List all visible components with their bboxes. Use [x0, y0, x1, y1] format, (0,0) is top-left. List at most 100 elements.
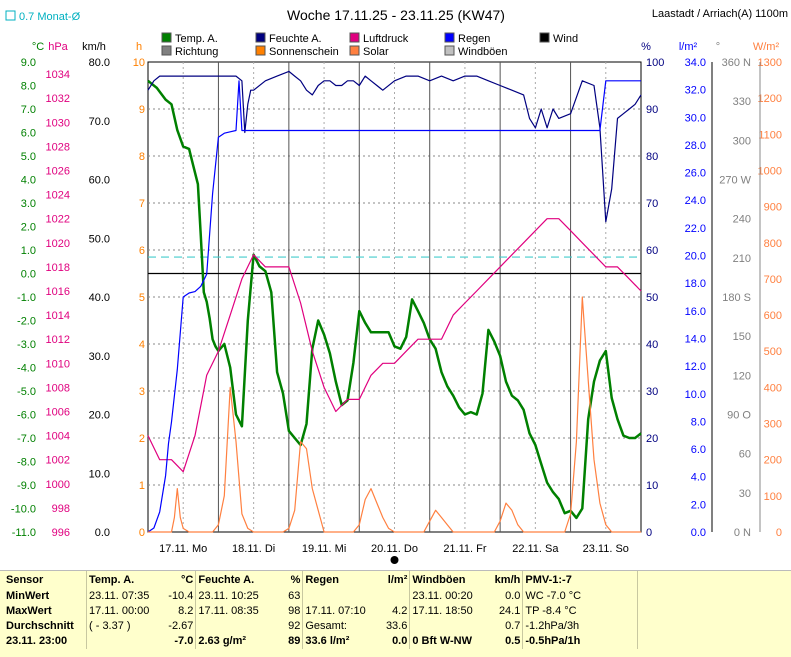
tick-humidity-0: 100 [646, 57, 664, 69]
summary-w-time: 17.11. 18:50 [409, 604, 485, 619]
tick-rain-17: 0.0 [691, 527, 706, 539]
tick-pressure-2: 1030 [46, 117, 70, 129]
tick-sun-1: 9 [139, 104, 145, 116]
tick-direction-5: 210 [733, 253, 751, 265]
summary-blank [637, 604, 743, 619]
summary-label: 23.11. 23:00 [6, 635, 68, 647]
tick-rain-7: 20.0 [685, 251, 706, 263]
summary-row: MaxWert 17.11. 00:00 8.2 17.11. 08:35 98 17.1… [0, 604, 743, 619]
summary-r-time [302, 589, 380, 604]
tick-pressure-18: 998 [52, 503, 70, 515]
tick-solar-4: 900 [764, 202, 782, 214]
tick-direction-10: 60 [739, 449, 751, 461]
summary-pmv: -1.2hPa/3h [522, 619, 638, 634]
tick-humidity-7: 30 [646, 386, 658, 398]
tick-pressure-6: 1022 [46, 214, 70, 226]
summary-h-val: 89 [288, 635, 301, 647]
tick-humidity-9: 10 [646, 480, 658, 492]
tick-direction-6: 180 S [722, 292, 751, 304]
tick-rain-6: 22.0 [685, 223, 706, 235]
tick-pressure-10: 1014 [46, 310, 70, 322]
unit-direction: ° [716, 41, 720, 53]
legend-swatch-4 [539, 32, 550, 43]
tick-rain-3: 28.0 [685, 140, 706, 152]
tick-solar-2: 1100 [758, 129, 782, 141]
tick-pressure-1: 1032 [46, 93, 70, 105]
summary-h-time: 17.11. 08:35 [195, 604, 273, 619]
summary-t-time: 17.11. 00:00 [86, 604, 152, 619]
legend-label-5: Richtung [175, 46, 218, 58]
legend-label-0: Temp. A. [175, 33, 218, 45]
tick-solar-5: 800 [764, 238, 782, 250]
summary-r-val [379, 589, 410, 604]
hdr-temp-unit: °C [181, 574, 194, 586]
tick-wind-3: 50.0 [89, 233, 110, 245]
tick-pressure-5: 1024 [46, 190, 70, 202]
tick-temp-13: -4.0 [17, 363, 36, 375]
series-line-4 [148, 296, 641, 533]
series-line-0 [147, 79, 642, 520]
series-line-1 [147, 70, 642, 223]
summary-w-val: 24.1 [498, 605, 521, 617]
hdr-rain-unit: l/m² [387, 574, 408, 586]
tick-solar-3: 1000 [758, 165, 782, 177]
summary-table: Sensor Temp. A. °C Feuchte A. % Regen l/… [0, 571, 743, 649]
tick-rain-4: 26.0 [685, 168, 706, 180]
moon-icon [390, 556, 399, 564]
tick-direction-1: 330 [733, 96, 751, 108]
tick-temp-18: -9.0 [17, 480, 36, 492]
axes: 9.0 8.0 7.0 6.0 5.0 4.0 3.0 2.0 1.0 0.0 -1.0 -2.0 -3… [11, 57, 782, 539]
avg-checkbox[interactable] [5, 10, 16, 21]
chart-title: Woche 17.11.25 - 23.11.25 (KW47) [287, 7, 505, 23]
tick-temp-1: 8.0 [21, 81, 36, 93]
tick-pressure-0: 1034 [46, 69, 70, 81]
summary-t-time: 23.11. 07:35 [86, 589, 152, 604]
tick-sun-9: 1 [139, 480, 145, 492]
tick-pressure-19: 996 [52, 527, 70, 539]
hdr-gust-unit: km/h [494, 574, 521, 586]
summary-blank [637, 634, 743, 649]
tick-wind-2: 60.0 [89, 175, 110, 187]
axis-units: °C hPa km/h h% l/m² ° W/m² [32, 41, 780, 53]
summary-r-time: 17.11. 07:10 [302, 604, 380, 619]
tick-rain-0: 34.0 [685, 57, 706, 69]
x-tick-3: 20.11. Do [371, 543, 418, 555]
x-tick-1: 18.11. Di [232, 543, 275, 555]
tick-sun-0: 10 [133, 57, 145, 69]
tick-humidity-1: 90 [646, 104, 658, 116]
x-tick-5: 22.11. Sa [512, 543, 559, 555]
tick-sun-4: 6 [139, 245, 145, 257]
unit-solar: W/m² [753, 41, 780, 53]
tick-sun-6: 4 [139, 339, 145, 351]
tick-direction-7: 150 [733, 331, 751, 343]
tick-temp-16: -7.0 [17, 433, 36, 445]
legend-swatch-2 [349, 32, 360, 43]
summary-pmv: -0.5hPa/1h [522, 634, 638, 649]
tick-rain-5: 24.0 [685, 195, 706, 207]
summary-row: 23.11. 23:00 -7.0 2.63 g/m² 89 33.6 l/m² 0.0 0… [0, 634, 743, 649]
legend-label-8: Windböen [458, 46, 508, 58]
legend-swatch-8 [444, 45, 455, 56]
tick-sun-5: 5 [139, 292, 145, 304]
tick-wind-5: 30.0 [89, 351, 110, 363]
weather-chart: Woche 17.11.25 - 23.11.25 (KW47) Laastad… [5, 7, 788, 564]
x-tick-4: 21.11. Fr [443, 543, 487, 555]
summary-t-val: 8.2 [178, 605, 194, 617]
tick-temp-5: 4.0 [21, 175, 36, 187]
tick-rain-12: 10.0 [685, 389, 706, 401]
summary-r-val: 0.0 [392, 635, 408, 647]
tick-temp-0: 9.0 [21, 57, 36, 69]
tick-humidity-10: 0 [646, 527, 652, 539]
unit-temp: °C [32, 41, 44, 53]
tick-rain-8: 18.0 [685, 278, 706, 290]
tick-pressure-15: 1004 [46, 431, 70, 443]
tick-rain-9: 16.0 [685, 306, 706, 318]
summary-w-time: 23.11. 00:20 [409, 589, 485, 604]
legend-label-3: Regen [458, 33, 490, 45]
unit-sun: h [136, 41, 142, 53]
tick-temp-14: -5.0 [17, 386, 36, 398]
summary-t-val: -7.0 [174, 635, 194, 647]
legend-swatch-1 [255, 32, 266, 43]
legend-swatch-7 [349, 45, 360, 56]
summary-label: Durchschnitt [6, 620, 74, 632]
